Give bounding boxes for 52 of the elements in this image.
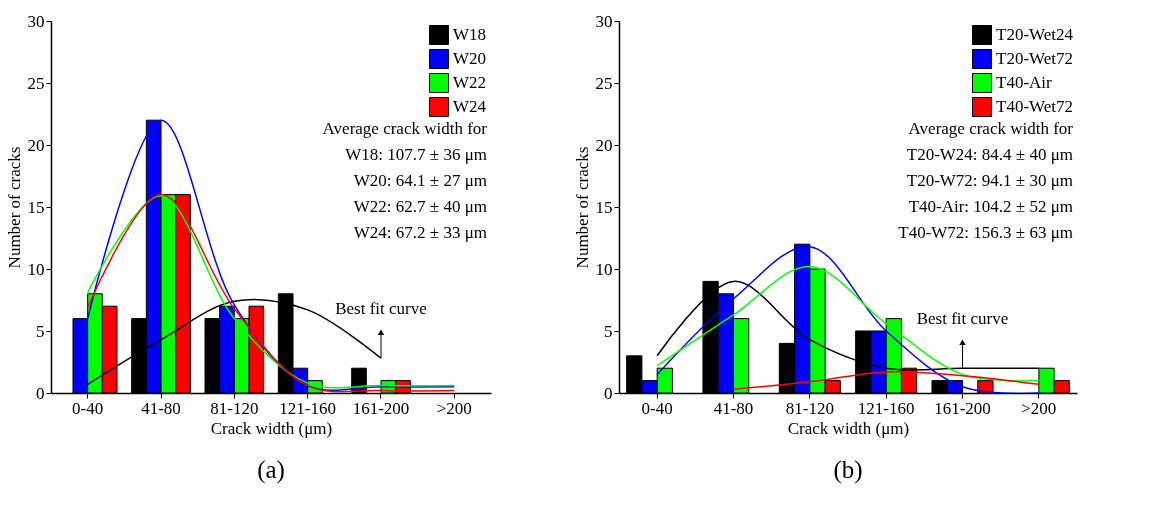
annotation: T20-W24: 84.4 ± 40 μm [906, 145, 1073, 164]
y-tick-label: 0 [36, 383, 45, 403]
annotation: W22: 62.7 ± 40 μm [353, 197, 487, 216]
y-tick-label: 25 [27, 73, 45, 93]
annotation: T40-Air: 104.2 ± 52 μm [908, 197, 1073, 216]
y-tick-label: 5 [604, 321, 613, 341]
x-tick-label: 121-160 [279, 398, 336, 418]
annotation: W24: 67.2 ± 33 μm [353, 223, 487, 242]
legend-label: T40-Wet72 [996, 97, 1073, 116]
x-tick-label: 121-160 [857, 398, 915, 418]
text: (b) [833, 456, 863, 484]
y-tick-label: 20 [595, 135, 613, 155]
annotation: Average crack width for [908, 119, 1074, 138]
legend-label: W22 [453, 73, 487, 92]
legend-label: W24 [453, 97, 487, 116]
legend-label: T40-Air [996, 73, 1053, 92]
x-tick-label: 161-200 [352, 398, 410, 418]
y-tick-label: 15 [595, 197, 613, 217]
x-tick-label: 0-40 [641, 398, 673, 418]
legend-label: W20 [453, 49, 487, 68]
annotation: W18: 107.7 ± 36 μm [345, 145, 487, 164]
legend-label: T20-Wet24 [996, 25, 1074, 44]
legend-label: T20-Wet72 [996, 49, 1073, 68]
x-tick-label: 81-120 [210, 398, 259, 418]
text: (a) [257, 456, 285, 484]
x-tick-label: 0-40 [72, 398, 104, 418]
x-axis-title: Crack width (μm) [210, 418, 333, 438]
y-tick-label: 10 [27, 259, 45, 279]
annotation: T40-W72: 156.3 ± 63 μm [898, 223, 1073, 242]
x-tick-label: 41-80 [141, 398, 181, 418]
annotation: Average crack width for [322, 119, 488, 138]
legend-label: W18 [453, 25, 487, 44]
y-tick-label: 5 [36, 321, 45, 341]
y-axis-title: Number of cracks [4, 146, 24, 269]
x-tick-label: 41-80 [713, 398, 754, 418]
annotation: T20-W72: 94.1 ± 30 μm [906, 171, 1073, 190]
y-axis-title: Number of cracks [572, 146, 592, 269]
x-tick-label: >200 [436, 398, 472, 418]
x-tick-label: 81-120 [785, 398, 834, 418]
y-tick-label: 15 [27, 197, 45, 217]
annotation: Best fit curve [916, 309, 1009, 329]
y-tick-label: 30 [595, 11, 613, 31]
y-tick-label: 0 [604, 383, 613, 403]
x-axis-title: Crack width (μm) [787, 418, 910, 438]
y-tick-label: 30 [27, 11, 45, 31]
annotation: W20: 64.1 ± 27 μm [353, 171, 487, 190]
y-tick-label: 20 [27, 135, 45, 155]
y-tick-label: 10 [595, 259, 613, 279]
annotation: Best fit curve [335, 299, 427, 319]
x-tick-label: 161-200 [934, 398, 991, 418]
y-tick-label: 25 [595, 73, 613, 93]
x-tick-label: >200 [1021, 398, 1057, 418]
